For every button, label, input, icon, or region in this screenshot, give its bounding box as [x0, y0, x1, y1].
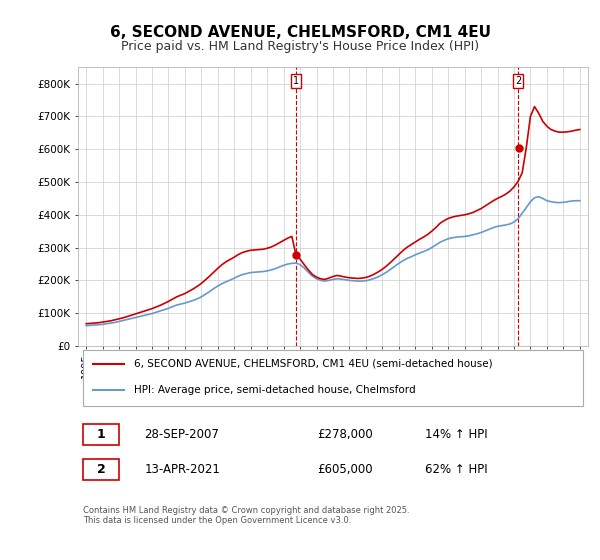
Text: HPI: Average price, semi-detached house, Chelmsford: HPI: Average price, semi-detached house,… [134, 385, 416, 395]
Text: 28-SEP-2007: 28-SEP-2007 [145, 428, 219, 441]
Text: 62% ↑ HPI: 62% ↑ HPI [425, 463, 487, 476]
FancyBboxPatch shape [83, 459, 119, 480]
Text: 1: 1 [293, 76, 299, 86]
Text: 14% ↑ HPI: 14% ↑ HPI [425, 428, 487, 441]
Text: 2: 2 [515, 76, 521, 86]
FancyBboxPatch shape [83, 423, 119, 445]
FancyBboxPatch shape [83, 351, 583, 406]
Text: 6, SECOND AVENUE, CHELMSFORD, CM1 4EU: 6, SECOND AVENUE, CHELMSFORD, CM1 4EU [110, 25, 491, 40]
Text: Price paid vs. HM Land Registry's House Price Index (HPI): Price paid vs. HM Land Registry's House … [121, 40, 479, 53]
Text: 13-APR-2021: 13-APR-2021 [145, 463, 220, 476]
Text: 6, SECOND AVENUE, CHELMSFORD, CM1 4EU (semi-detached house): 6, SECOND AVENUE, CHELMSFORD, CM1 4EU (s… [134, 359, 493, 369]
Text: £605,000: £605,000 [318, 463, 373, 476]
Text: Contains HM Land Registry data © Crown copyright and database right 2025.
This d: Contains HM Land Registry data © Crown c… [83, 506, 410, 525]
Text: 1: 1 [97, 428, 106, 441]
Text: 2: 2 [97, 463, 106, 476]
Text: £278,000: £278,000 [318, 428, 373, 441]
